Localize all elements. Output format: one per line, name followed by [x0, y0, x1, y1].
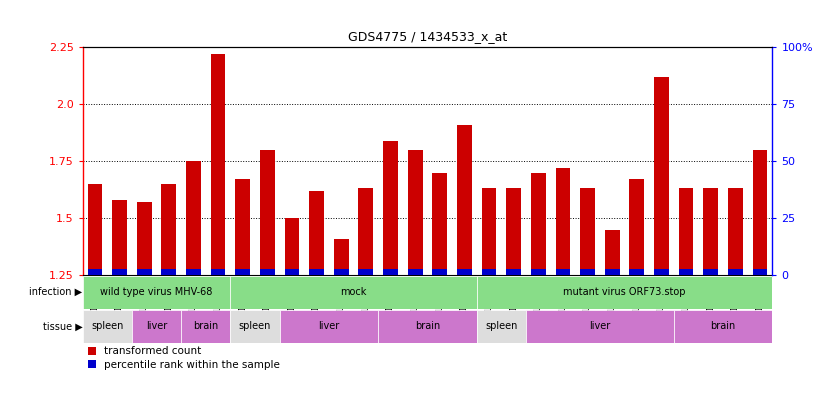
Bar	[285, 270, 299, 275]
Bar	[674, 310, 772, 343]
Bar	[531, 270, 546, 275]
Bar	[728, 270, 743, 275]
Bar	[235, 270, 250, 275]
Bar	[728, 189, 743, 275]
Bar	[605, 270, 620, 275]
Bar	[432, 270, 447, 275]
Bar	[654, 270, 669, 275]
Bar	[112, 270, 127, 275]
Bar	[432, 173, 447, 275]
Bar	[580, 270, 595, 275]
Text: liver: liver	[589, 321, 610, 331]
Bar	[506, 270, 521, 275]
Bar	[477, 276, 772, 309]
Bar	[137, 270, 152, 275]
Text: infection ▶: infection ▶	[30, 287, 83, 297]
Bar	[654, 77, 669, 275]
Bar	[83, 310, 132, 343]
Bar	[112, 200, 127, 275]
Bar	[556, 270, 570, 275]
Bar	[230, 276, 477, 309]
Text: liver: liver	[318, 321, 339, 331]
Bar	[703, 189, 718, 275]
Bar	[285, 218, 299, 275]
Bar	[752, 270, 767, 275]
Text: brain: brain	[415, 321, 440, 331]
Bar	[132, 310, 181, 343]
Bar	[83, 276, 230, 309]
Text: liver: liver	[146, 321, 167, 331]
Bar	[383, 270, 398, 275]
Bar	[181, 310, 230, 343]
Text: brain: brain	[193, 321, 218, 331]
Text: mock: mock	[340, 287, 367, 297]
Bar	[482, 270, 496, 275]
Text: tissue ▶: tissue ▶	[43, 321, 83, 331]
Text: spleen: spleen	[485, 321, 518, 331]
Bar	[378, 310, 477, 343]
Text: GDS4775 / 1434533_x_at: GDS4775 / 1434533_x_at	[348, 30, 507, 43]
Text: brain: brain	[710, 321, 736, 331]
Bar	[186, 270, 201, 275]
Bar	[358, 270, 373, 275]
Bar	[235, 179, 250, 275]
Bar	[526, 310, 674, 343]
Bar	[457, 125, 472, 275]
Bar	[161, 270, 176, 275]
Bar	[260, 270, 275, 275]
Bar	[334, 239, 349, 275]
Bar	[629, 270, 644, 275]
Bar	[383, 141, 398, 275]
Bar	[580, 189, 595, 275]
Text: spleen: spleen	[91, 321, 123, 331]
Bar	[211, 54, 225, 275]
Bar	[211, 270, 225, 275]
Bar	[161, 184, 176, 275]
Bar	[309, 270, 324, 275]
Bar	[556, 168, 570, 275]
Bar	[88, 270, 102, 275]
Bar	[260, 150, 275, 275]
Bar	[358, 189, 373, 275]
Bar	[605, 230, 620, 275]
Bar	[334, 270, 349, 275]
Bar	[477, 310, 526, 343]
Bar	[186, 161, 201, 275]
Bar	[482, 189, 496, 275]
Text: spleen: spleen	[239, 321, 271, 331]
Bar	[137, 202, 152, 275]
Bar	[506, 189, 521, 275]
Bar	[88, 184, 102, 275]
Text: wild type virus MHV-68: wild type virus MHV-68	[100, 287, 212, 297]
Bar	[752, 150, 767, 275]
Bar	[531, 173, 546, 275]
Bar	[408, 270, 423, 275]
Bar	[457, 270, 472, 275]
Bar	[629, 179, 644, 275]
Bar	[230, 310, 280, 343]
Bar	[280, 310, 378, 343]
Bar	[679, 270, 694, 275]
Bar	[309, 191, 324, 275]
Legend: transformed count, percentile rank within the sample: transformed count, percentile rank withi…	[88, 346, 280, 369]
Bar	[703, 270, 718, 275]
Bar	[408, 150, 423, 275]
Bar	[679, 189, 694, 275]
Text: mutant virus ORF73.stop: mutant virus ORF73.stop	[563, 287, 686, 297]
